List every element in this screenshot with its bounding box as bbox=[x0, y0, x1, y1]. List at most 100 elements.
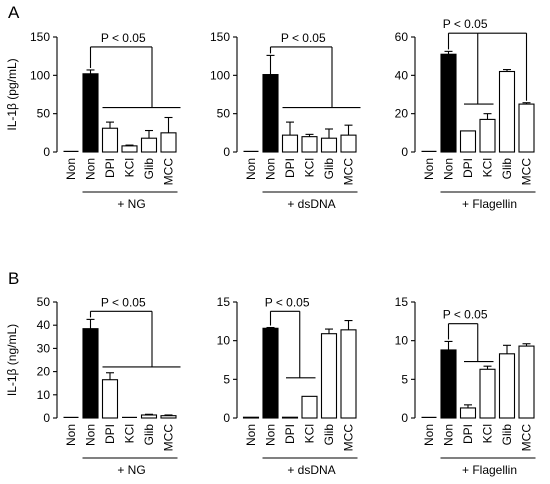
bar bbox=[82, 73, 99, 153]
bar bbox=[518, 103, 535, 153]
category-label: Non bbox=[264, 158, 278, 180]
bar bbox=[479, 368, 496, 419]
y-tick-label: 60 bbox=[395, 30, 409, 44]
chart-a-1: 0 50 100 150 IL-1β (pg/mL) Non Non DPI KCl Glib MC… bbox=[5, 30, 181, 211]
y-tick-label: 10 bbox=[217, 334, 231, 348]
category-label: Non bbox=[422, 158, 436, 180]
category-label: MCC bbox=[162, 158, 176, 186]
y-tick-label: 0 bbox=[401, 145, 408, 159]
chart-a-3: 0 20 40 60 Non Non DPI KCl Glib MCC+ Flagellin P <… bbox=[395, 17, 536, 211]
chart-a-2: 0 50 100 150 Non Non DPI KCl Glib MCC + dsDNA P < 0… bbox=[210, 30, 361, 211]
category-label: KCl bbox=[481, 158, 495, 177]
bar bbox=[479, 118, 496, 153]
category-label: DPI bbox=[283, 424, 297, 444]
bar bbox=[82, 328, 99, 419]
y-tick-label: 150 bbox=[30, 30, 50, 44]
y-tick-label: 0 bbox=[43, 411, 50, 425]
panel-letter-b: B bbox=[8, 269, 19, 288]
bar bbox=[320, 137, 338, 153]
category-label: Non bbox=[422, 424, 436, 446]
y-tick-label: 50 bbox=[37, 107, 51, 121]
bar bbox=[498, 353, 516, 419]
category-label: KCl bbox=[303, 424, 317, 443]
treatment-label: + NG bbox=[117, 463, 145, 477]
y-tick-label: 0 bbox=[401, 411, 408, 425]
category-label: Glib bbox=[322, 424, 336, 446]
p-value-label: P < 0.05 bbox=[265, 295, 310, 309]
y-tick-label: 10 bbox=[395, 334, 409, 348]
bar bbox=[459, 130, 477, 153]
bar bbox=[320, 333, 338, 419]
bar bbox=[140, 137, 158, 153]
category-label: Non bbox=[264, 424, 278, 446]
y-tick-label: 0 bbox=[43, 145, 50, 159]
category-label: MCC bbox=[342, 424, 356, 452]
chart-b-2: 0 5 10 15 Non Non DPI KCl Glib MCC + dsDNA P < 0.05 bbox=[217, 295, 358, 477]
y-tick-label: 50 bbox=[37, 295, 51, 309]
y-tick-label: 20 bbox=[37, 365, 51, 379]
bar bbox=[281, 416, 299, 419]
bar bbox=[262, 74, 279, 153]
bar bbox=[140, 414, 158, 419]
y-axis-label: IL-1β (pg/mL) bbox=[5, 58, 19, 130]
y-tick-label: 15 bbox=[395, 295, 409, 309]
category-label: Non bbox=[84, 158, 98, 180]
bar bbox=[101, 127, 119, 153]
y-tick-label: 10 bbox=[37, 388, 51, 402]
p-value-label: P < 0.05 bbox=[443, 308, 488, 322]
bar bbox=[160, 132, 177, 153]
category-label: Non bbox=[84, 424, 98, 446]
y-tick-label: 150 bbox=[210, 30, 230, 44]
category-label: DPI bbox=[103, 158, 117, 178]
category-label: DPI bbox=[283, 158, 297, 178]
bar bbox=[459, 407, 477, 419]
y-tick-label: 15 bbox=[217, 295, 231, 309]
y-tick-label: 100 bbox=[210, 68, 230, 82]
y-tick-label: 30 bbox=[37, 341, 51, 355]
panel-letter-a: A bbox=[8, 3, 20, 22]
bar bbox=[281, 134, 299, 153]
bar bbox=[301, 136, 318, 153]
y-tick-label: 0 bbox=[223, 145, 230, 159]
bar bbox=[440, 349, 457, 419]
category-label: DPI bbox=[461, 424, 475, 444]
bar bbox=[121, 145, 138, 153]
chart-b-1: 0 10 20 30 40 50 IL-1β (ng/mL) Non Non DPI KCl Glib… bbox=[5, 295, 181, 477]
category-label: KCl bbox=[123, 158, 137, 177]
category-label: Glib bbox=[142, 424, 156, 446]
bar bbox=[101, 379, 119, 419]
treatment-label: + Flagellin bbox=[462, 197, 517, 211]
p-value-label: P < 0.05 bbox=[101, 295, 146, 309]
category-label: Non bbox=[442, 158, 456, 180]
chart-b-3: 0 5 10 15 Non Non DPI KCl Glib MCC+ Flagellin P < … bbox=[395, 295, 536, 477]
p-value-label: P < 0.05 bbox=[101, 31, 146, 45]
category-label: Glib bbox=[500, 158, 514, 180]
bar bbox=[498, 70, 516, 153]
treatment-label: + Flagellin bbox=[462, 463, 517, 477]
category-label: Non bbox=[244, 158, 258, 180]
category-label: Glib bbox=[142, 158, 156, 180]
category-label: KCl bbox=[303, 158, 317, 177]
y-tick-label: 50 bbox=[217, 107, 231, 121]
category-label: KCl bbox=[123, 424, 137, 443]
y-tick-label: 0 bbox=[223, 411, 230, 425]
y-tick-label: 5 bbox=[223, 372, 230, 386]
category-label: Glib bbox=[500, 424, 514, 446]
bar bbox=[340, 134, 357, 153]
treatment-label: + NG bbox=[117, 197, 145, 211]
y-tick-label: 5 bbox=[401, 372, 408, 386]
bar bbox=[518, 345, 535, 419]
category-label: DPI bbox=[103, 424, 117, 444]
treatment-label: + dsDNA bbox=[287, 463, 335, 477]
category-label: MCC bbox=[342, 158, 356, 186]
y-axis-label: IL-1β (ng/mL) bbox=[5, 324, 19, 396]
p-value-label: P < 0.05 bbox=[443, 17, 488, 31]
category-label: Non bbox=[64, 158, 78, 180]
category-label: MCC bbox=[520, 424, 534, 452]
category-label: Non bbox=[64, 424, 78, 446]
bar bbox=[440, 53, 457, 153]
bar bbox=[340, 329, 357, 419]
y-tick-label: 40 bbox=[37, 318, 51, 332]
